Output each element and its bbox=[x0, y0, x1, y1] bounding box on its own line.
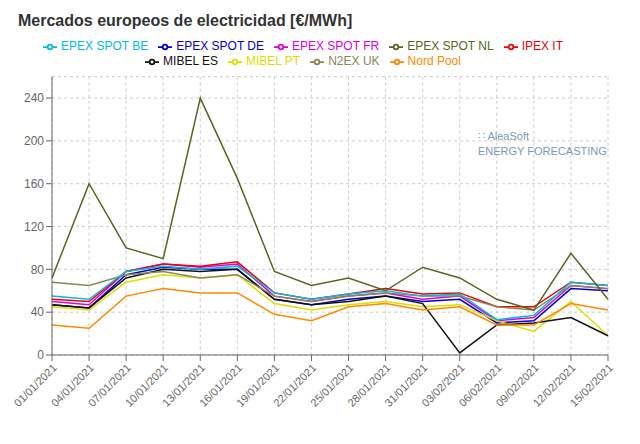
svg-text:120: 120 bbox=[24, 220, 44, 234]
svg-text:160: 160 bbox=[24, 177, 44, 191]
html-text:IPEX IT: IPEX IT bbox=[521, 39, 563, 53]
svg-text:240: 240 bbox=[24, 91, 44, 105]
svg-text:40: 40 bbox=[31, 305, 45, 319]
html-text:Nord Pool: Nord Pool bbox=[407, 53, 461, 68]
svg-text:07/01/2021: 07/01/2021 bbox=[85, 361, 134, 409]
html-text:MIBEL ES: MIBEL ES bbox=[163, 53, 218, 68]
svg-text:19/01/2021: 19/01/2021 bbox=[233, 361, 282, 409]
html-text:EPEX SPOT NL: EPEX SPOT NL bbox=[407, 39, 494, 53]
svg-text:09/02/2021: 09/02/2021 bbox=[493, 361, 541, 409]
svg-text:06/02/2021: 06/02/2021 bbox=[456, 361, 504, 409]
svg-text:28/01/2021: 28/01/2021 bbox=[345, 361, 393, 409]
html-text:EPEX SPOT DE: EPEX SPOT DE bbox=[176, 39, 264, 53]
svg-text:01/01/2021: 01/01/2021 bbox=[11, 361, 59, 409]
html-text:Mercados europeos de electrici: Mercados europeos de electricidad [€/MWh… bbox=[18, 12, 353, 29]
svg-text:22/01/2021: 22/01/2021 bbox=[271, 361, 319, 409]
svg-text:03/02/2021: 03/02/2021 bbox=[419, 361, 467, 409]
html-text:MIBEL PT: MIBEL PT bbox=[246, 53, 301, 68]
svg-text:25/01/2021: 25/01/2021 bbox=[308, 361, 356, 409]
html-text:N2EX UK: N2EX UK bbox=[328, 53, 380, 68]
svg-text:04/01/2021: 04/01/2021 bbox=[48, 361, 96, 409]
html-text:∷ AleaSoft: ∷ AleaSoft bbox=[478, 130, 529, 142]
svg-text:0: 0 bbox=[37, 348, 44, 362]
svg-text:31/01/2021: 31/01/2021 bbox=[382, 361, 430, 409]
svg-text:200: 200 bbox=[24, 134, 44, 148]
html-text:EPEX SPOT BE: EPEX SPOT BE bbox=[61, 39, 149, 53]
svg-text:16/01/2021: 16/01/2021 bbox=[196, 361, 245, 409]
svg-text:12/02/2021: 12/02/2021 bbox=[530, 361, 578, 409]
svg-text:13/01/2021: 13/01/2021 bbox=[159, 361, 208, 409]
html-text:EPEX SPOT FR: EPEX SPOT FR bbox=[292, 39, 380, 53]
html-text:ENERGY FORECASTING: ENERGY FORECASTING bbox=[478, 145, 607, 157]
svg-text:15/02/2021: 15/02/2021 bbox=[568, 361, 615, 408]
svg-text:80: 80 bbox=[31, 263, 45, 277]
svg-text:10/01/2021: 10/01/2021 bbox=[122, 361, 171, 409]
